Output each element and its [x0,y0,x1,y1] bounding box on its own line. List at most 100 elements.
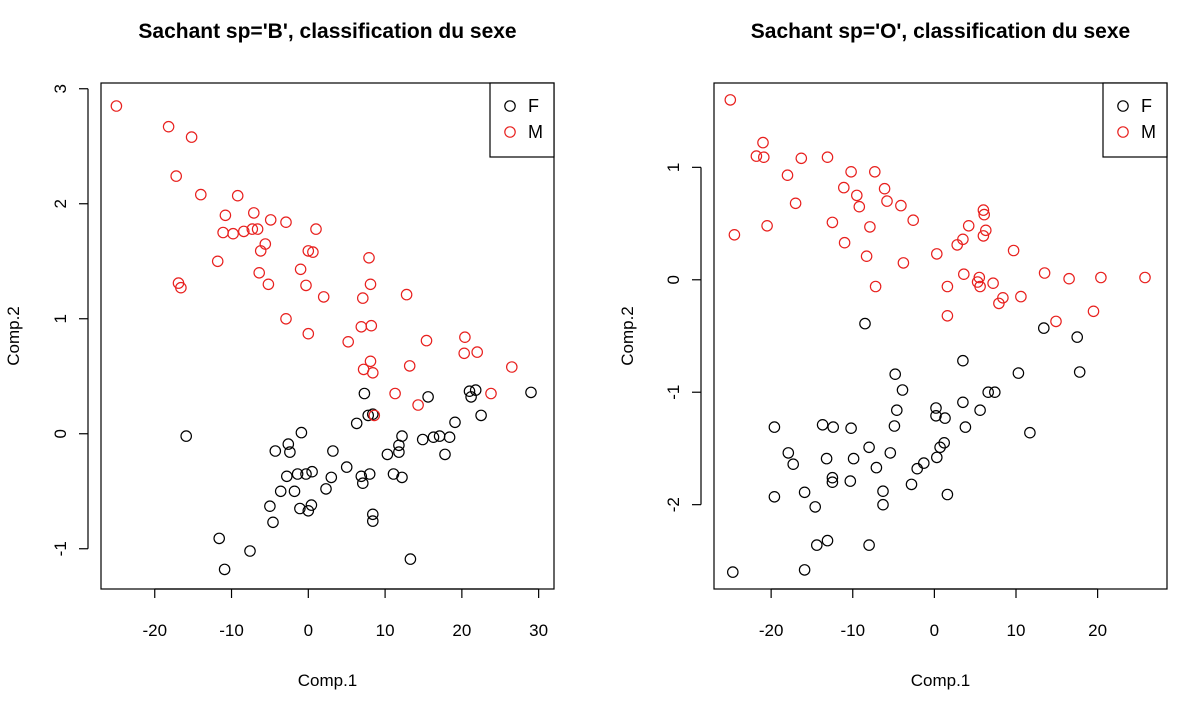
data-point-f-o [782,447,795,459]
data-point-m-o [979,224,992,237]
data-point-f-b [356,477,369,489]
data-point-m-o [881,195,893,207]
data-point-m-b [185,131,198,143]
x-tick-label-o: -10 [840,621,865,640]
legend-marker-m-b [504,126,516,138]
data-point-m-o [757,136,769,149]
chart-panel-o: Sachant sp='O', classification du sexe -… [618,20,1168,690]
data-point-f-b [358,387,371,400]
data-point-f-o [870,461,883,474]
data-point-m-o [941,280,954,293]
x-tick-label-o: 0 [930,621,939,640]
data-point-m-b [253,266,266,279]
data-point-f-o [844,475,857,487]
data-point-f-b [295,426,308,439]
data-point-f-o [974,404,986,416]
data-point-f-b [404,553,417,565]
data-point-f-o [905,478,918,491]
data-point-f-b [291,468,304,480]
data-point-m-b [364,355,377,368]
data-point-m-o [724,94,737,106]
data-point-m-o [977,230,990,242]
data-point-m-o [781,169,794,181]
data-point-f-o [1038,322,1050,334]
data-point-f-o [930,409,942,422]
y-tick-label-o: -2 [664,497,683,512]
x-tick-label-o: 10 [1007,621,1026,640]
legend-marker-m-o [1117,126,1129,138]
data-point-f-b [443,431,456,443]
legend-label-m-o: M [1141,122,1156,142]
data-point-f-o [863,539,875,551]
data-point-m-o [869,280,882,293]
data-point-f-b [288,485,301,498]
data-point-f-b [300,468,312,480]
data-point-f-b [393,446,405,458]
data-point-f-o [859,317,871,330]
data-point-m-b [459,331,471,343]
data-point-f-b [449,416,461,429]
data-point-m-o [1095,271,1107,284]
x-tick-label-o: 20 [1088,621,1107,640]
data-point-f-b [327,445,339,457]
data-point-m-o [1050,315,1062,328]
data-point-f-o [930,451,943,464]
data-point-f-o [957,354,969,367]
data-point-m-b [356,292,369,304]
legend-marker-f-b [504,100,516,112]
data-point-f-b [366,508,379,521]
data-point-f-b [305,499,318,511]
data-point-f-o [877,498,889,511]
data-point-f-o [826,476,839,488]
data-point-f-b [325,471,338,484]
data-point-m-o [977,204,990,216]
chart-title-b: Sachant sp='B', classification du sexe [138,20,516,43]
y-tick-label-o: 0 [664,275,683,284]
data-point-f-o [957,396,969,409]
data-point-f-b [264,500,276,512]
data-point-f-o [1012,367,1025,379]
data-point-f-b [355,470,368,483]
data-point-m-b [217,226,229,239]
data-point-m-o [951,239,963,251]
data-point-m-o [978,208,990,221]
data-point-m-b [259,238,272,250]
data-point-f-o [911,462,923,475]
data-point-m-b [505,361,518,373]
data-point-f-o [726,566,739,578]
plot-frame-o [713,82,1168,590]
x-axis-label-b: Comp.1 [298,671,358,690]
data-point-f-b [218,563,231,576]
data-point-m-o [1087,305,1100,318]
legend-box-b [489,82,555,158]
data-point-f-b [284,446,296,458]
plot-frame-b [100,82,555,590]
y-tick-label-o: -1 [664,385,683,400]
data-point-f-o [888,420,901,432]
data-point-f-b [363,468,376,480]
data-point-f-o [1024,426,1036,439]
data-point-m-b [403,360,416,372]
data-point-f-o [787,458,799,470]
data-point-f-b [302,504,315,517]
data-point-m-b [310,223,322,235]
data-point-f-b [340,461,353,473]
y-axis-label-o: Comp.2 [618,306,637,366]
data-point-f-o [827,421,839,433]
x-tick-label-b: -20 [142,621,167,640]
data-point-f-b [381,448,394,461]
data-point-f-b [350,417,363,430]
data-point-f-o [959,421,972,433]
y-axis-o: -2 -1 0 1 [664,163,702,512]
data-point-f-o [877,485,889,497]
data-point-m-b [366,366,379,379]
data-point-f-b [244,545,256,557]
x-tick-label-b: 0 [304,621,313,640]
data-point-f-o [826,471,839,484]
data-point-f-b [362,409,374,422]
data-point-m-o [838,236,851,249]
data-point-m-o [750,150,763,162]
data-point-m-o [957,268,970,280]
data-point-m-o [795,152,808,165]
